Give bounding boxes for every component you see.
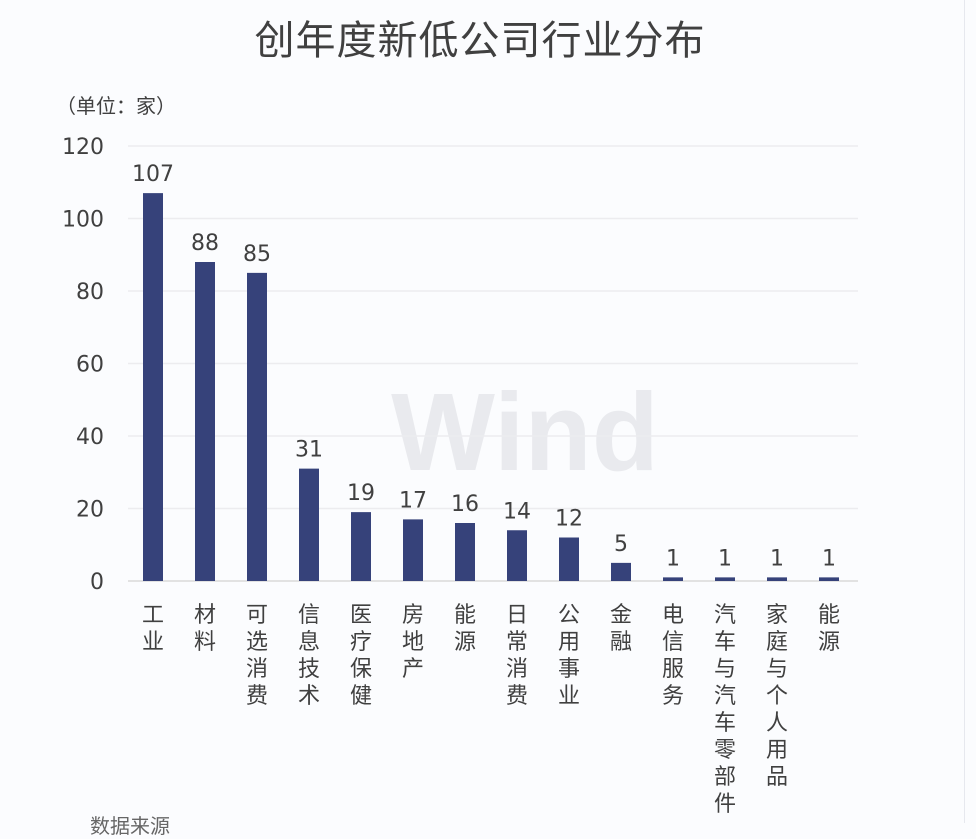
watermark-text: Wind xyxy=(391,371,659,494)
data-label: 19 xyxy=(347,481,375,506)
y-tick-label: 20 xyxy=(76,498,104,523)
bar xyxy=(455,523,475,581)
data-label: 16 xyxy=(451,492,479,517)
x-tick-label: 金融 xyxy=(610,603,632,655)
x-tick-label: 能源 xyxy=(818,603,840,655)
data-label: 88 xyxy=(191,231,219,256)
unit-label: （单位：家） xyxy=(56,94,176,118)
x-tick-label: 家庭与个人用品 xyxy=(766,603,788,790)
x-tick-label: 材料 xyxy=(194,603,216,655)
data-label: 1 xyxy=(718,546,732,571)
bar xyxy=(351,512,371,581)
data-label: 1 xyxy=(822,546,836,571)
y-tick-label: 120 xyxy=(62,135,104,160)
y-tick-label: 40 xyxy=(76,425,104,450)
bar xyxy=(767,577,787,581)
bar xyxy=(195,262,215,581)
x-tick-label: 工业 xyxy=(142,603,164,655)
bar xyxy=(247,272,267,581)
chart-frame xyxy=(4,0,965,823)
bar xyxy=(403,519,423,581)
chart-title: 创年度新低公司行业分布 xyxy=(254,18,706,64)
y-tick-label: 100 xyxy=(62,208,104,233)
x-tick-label: 电信服务 xyxy=(662,603,684,709)
y-tick-label: 80 xyxy=(76,280,104,305)
data-label: 107 xyxy=(132,162,174,187)
source-note: 数据来源 xyxy=(90,814,170,838)
bar xyxy=(507,530,527,581)
data-label: 85 xyxy=(243,242,271,267)
y-tick-label: 0 xyxy=(90,570,104,595)
bar xyxy=(819,577,839,581)
bar xyxy=(559,537,579,581)
data-label: 1 xyxy=(666,546,680,571)
bar xyxy=(143,193,163,581)
x-tick-label: 日常消费 xyxy=(506,603,528,709)
bar xyxy=(611,562,631,581)
data-label: 12 xyxy=(555,507,583,532)
data-label: 31 xyxy=(295,438,323,463)
x-tick-label: 信息技术 xyxy=(298,603,320,709)
x-tick-label: 医疗保健 xyxy=(350,603,372,709)
bar xyxy=(299,468,319,581)
bar xyxy=(663,577,683,581)
x-tick-label: 可选消费 xyxy=(246,603,268,709)
x-tick-label: 汽车与汽车零部件 xyxy=(714,603,736,817)
data-label: 5 xyxy=(614,532,628,557)
x-tick-label: 房地产 xyxy=(402,603,424,682)
data-label: 17 xyxy=(399,488,427,513)
data-label: 14 xyxy=(503,499,531,524)
data-label: 1 xyxy=(770,546,784,571)
x-tick-label: 公用事业 xyxy=(558,603,580,709)
y-tick-label: 60 xyxy=(76,353,104,378)
x-tick-label: 能源 xyxy=(454,603,476,655)
bar xyxy=(715,577,735,581)
